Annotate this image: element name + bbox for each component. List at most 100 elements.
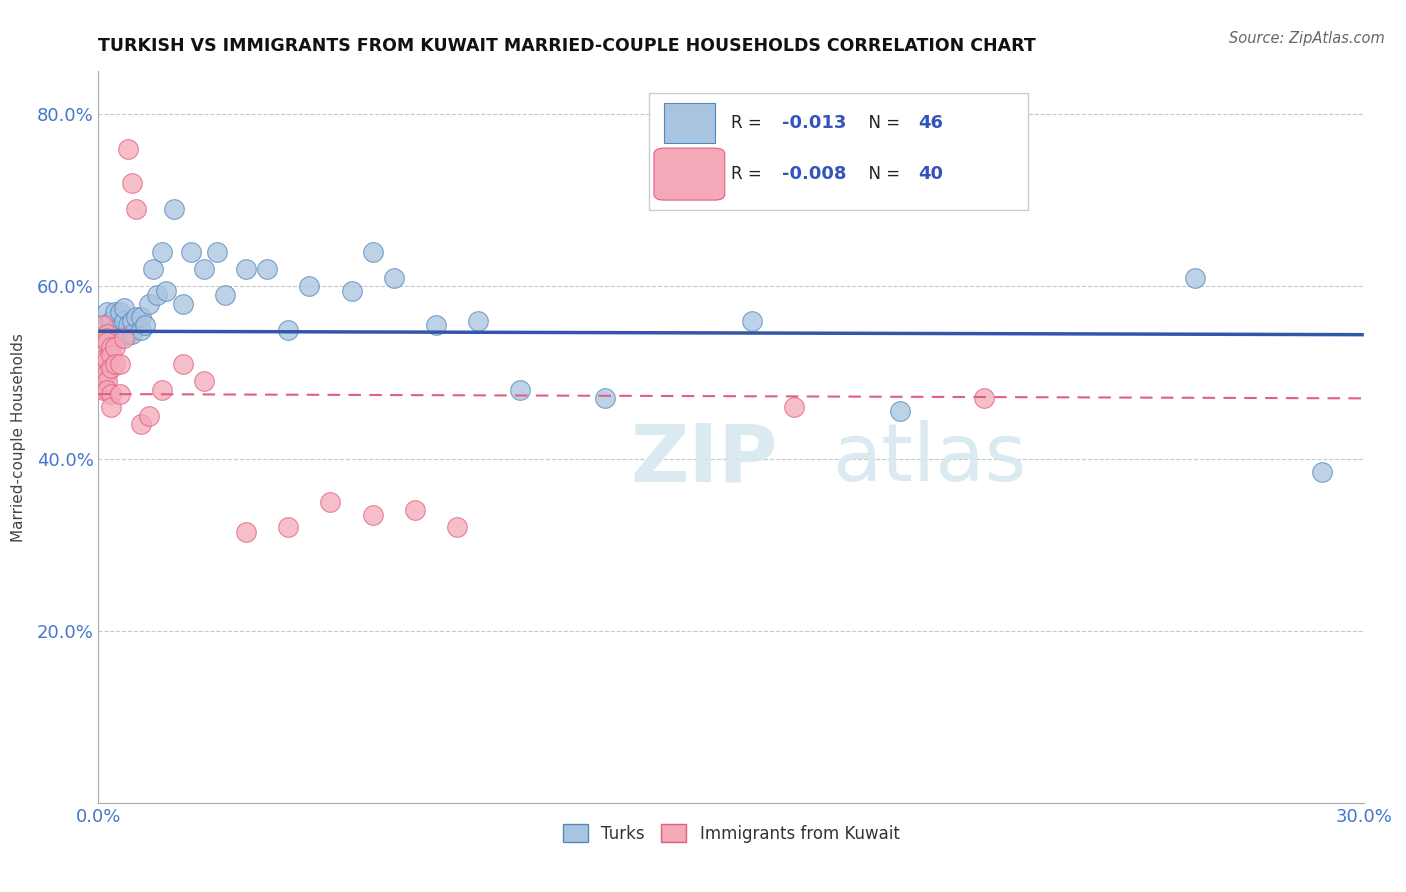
Point xyxy=(91,374,114,388)
Point xyxy=(142,262,165,277)
Point xyxy=(96,335,118,350)
Text: TURKISH VS IMMIGRANTS FROM KUWAIT MARRIED-COUPLE HOUSEHOLDS CORRELATION CHART: TURKISH VS IMMIGRANTS FROM KUWAIT MARRIE… xyxy=(98,37,1036,54)
Point xyxy=(298,279,321,293)
Point xyxy=(108,331,131,345)
Point xyxy=(404,503,426,517)
Point xyxy=(112,301,135,315)
Point xyxy=(1184,271,1206,285)
Text: atlas: atlas xyxy=(832,420,1026,498)
Point xyxy=(100,314,122,328)
Point xyxy=(180,245,202,260)
Point xyxy=(104,305,127,319)
Point xyxy=(108,305,131,319)
Point xyxy=(100,387,122,401)
Point xyxy=(889,404,911,418)
Point xyxy=(163,202,186,216)
Point xyxy=(277,322,299,336)
Y-axis label: Married-couple Households: Married-couple Households xyxy=(11,333,25,541)
Text: N =: N = xyxy=(858,165,905,183)
Point xyxy=(129,322,152,336)
Point xyxy=(91,352,114,367)
Point xyxy=(1310,465,1333,479)
Point xyxy=(91,366,114,380)
Point xyxy=(91,348,114,362)
Point xyxy=(172,296,194,310)
Text: R =: R = xyxy=(731,113,768,131)
Point xyxy=(96,305,118,319)
Point xyxy=(146,288,169,302)
Point xyxy=(593,392,616,406)
Point xyxy=(100,340,122,354)
Point xyxy=(973,392,995,406)
FancyBboxPatch shape xyxy=(664,103,714,143)
Point xyxy=(121,314,143,328)
Point xyxy=(117,142,139,156)
Point xyxy=(235,262,257,277)
Text: N =: N = xyxy=(858,113,905,131)
Point xyxy=(100,361,122,376)
Point xyxy=(96,352,118,367)
Point xyxy=(425,318,447,333)
Point xyxy=(509,383,531,397)
Point xyxy=(172,357,194,371)
Point xyxy=(100,400,122,414)
Point xyxy=(193,374,215,388)
Point xyxy=(138,296,160,310)
Point xyxy=(112,331,135,345)
Point xyxy=(91,383,114,397)
Point xyxy=(235,524,257,539)
FancyBboxPatch shape xyxy=(654,148,725,200)
Point xyxy=(256,262,278,277)
Point xyxy=(129,310,152,324)
Point xyxy=(138,409,160,423)
Point xyxy=(125,310,148,324)
Point xyxy=(96,383,118,397)
Text: R =: R = xyxy=(731,165,768,183)
Point xyxy=(117,318,139,333)
Point xyxy=(382,271,405,285)
Point xyxy=(150,383,173,397)
Point xyxy=(91,318,114,333)
Point xyxy=(108,357,131,371)
Point xyxy=(112,314,135,328)
Point xyxy=(741,314,763,328)
Point xyxy=(319,494,342,508)
Point xyxy=(205,245,228,260)
Text: 46: 46 xyxy=(918,113,943,131)
Point xyxy=(125,202,148,216)
Point xyxy=(96,331,118,345)
Point xyxy=(155,284,177,298)
Point xyxy=(104,340,127,354)
Point xyxy=(96,374,118,388)
Legend: Turks, Immigrants from Kuwait: Turks, Immigrants from Kuwait xyxy=(555,818,907,849)
Point xyxy=(108,326,131,341)
Point xyxy=(340,284,363,298)
Point xyxy=(783,400,806,414)
Point xyxy=(361,245,384,260)
Point xyxy=(467,314,489,328)
FancyBboxPatch shape xyxy=(648,94,1028,211)
Point xyxy=(96,318,118,333)
Point xyxy=(104,322,127,336)
Point xyxy=(100,348,122,362)
Point xyxy=(96,366,118,380)
Text: -0.013: -0.013 xyxy=(782,113,846,131)
Text: ZIP: ZIP xyxy=(630,420,778,498)
Point xyxy=(91,318,114,333)
Text: Source: ZipAtlas.com: Source: ZipAtlas.com xyxy=(1229,31,1385,46)
Point xyxy=(361,508,384,522)
Point xyxy=(214,288,236,302)
Text: -0.008: -0.008 xyxy=(782,165,846,183)
Point xyxy=(193,262,215,277)
Point xyxy=(108,387,131,401)
Point xyxy=(129,417,152,432)
Point xyxy=(134,318,156,333)
Point xyxy=(117,326,139,341)
Point xyxy=(96,326,118,341)
Point xyxy=(100,331,122,345)
Point xyxy=(104,357,127,371)
Point xyxy=(277,520,299,534)
Point xyxy=(150,245,173,260)
Point xyxy=(446,520,468,534)
Point xyxy=(121,326,143,341)
